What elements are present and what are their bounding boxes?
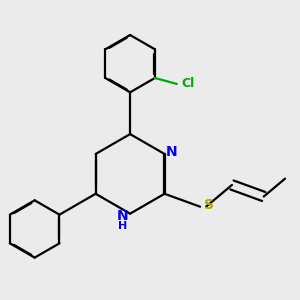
Text: S: S bbox=[204, 198, 214, 212]
Text: H: H bbox=[118, 221, 128, 231]
Text: Cl: Cl bbox=[181, 77, 195, 90]
Text: N: N bbox=[166, 145, 178, 159]
Text: N: N bbox=[117, 209, 129, 223]
